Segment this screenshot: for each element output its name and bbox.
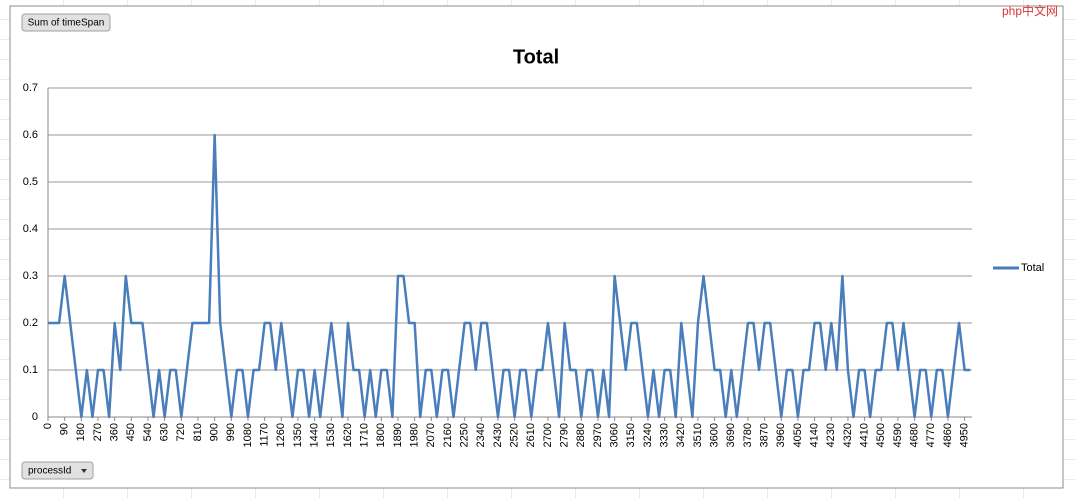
x-tick-label: 4140 xyxy=(809,423,821,447)
x-tick-label: 990 xyxy=(225,423,237,441)
x-tick-label: 90 xyxy=(59,423,71,435)
x-tick-label: 270 xyxy=(92,423,104,441)
x-tick-label: 4950 xyxy=(958,423,970,447)
field-button[interactable]: Sum of timeSpan xyxy=(21,13,111,32)
x-tick-label: 2430 xyxy=(492,423,504,447)
y-tick-label: 0.2 xyxy=(23,317,38,329)
x-tick-label: 3690 xyxy=(725,423,737,447)
x-tick-label: 1800 xyxy=(375,423,387,447)
x-tick-label: 2790 xyxy=(559,423,571,447)
y-tick-label: 0.4 xyxy=(23,223,38,235)
x-tick-label: 1350 xyxy=(292,423,304,447)
y-tick-label: 0.3 xyxy=(23,270,38,282)
x-tick-label: 2970 xyxy=(592,423,604,447)
x-tick-label: 4680 xyxy=(909,423,921,447)
x-tick-label: 2520 xyxy=(509,423,521,447)
x-tick-label: 3960 xyxy=(775,423,787,447)
y-tick-label: 0.6 xyxy=(23,129,38,141)
chart-title: Total xyxy=(513,46,559,68)
axis-button[interactable]: processId xyxy=(21,461,94,480)
field-button-label: Sum of timeSpan xyxy=(28,18,105,29)
x-tick-label: 3330 xyxy=(659,423,671,447)
x-tick-label: 2340 xyxy=(475,423,487,447)
x-tick-label: 1080 xyxy=(242,423,254,447)
x-tick-label: 4860 xyxy=(942,423,954,447)
y-tick-label: 0.1 xyxy=(23,364,38,376)
x-tick-label: 4050 xyxy=(792,423,804,447)
x-tick-label: 3150 xyxy=(625,423,637,447)
chart-area xyxy=(9,5,1064,489)
y-tick-label: 0 xyxy=(32,411,38,423)
y-tick-label: 0.5 xyxy=(23,176,38,188)
x-tick-label: 180 xyxy=(75,423,87,441)
x-tick-label: 2610 xyxy=(525,423,537,447)
legend-label: Total xyxy=(1021,262,1044,274)
x-tick-label: 1710 xyxy=(359,423,371,447)
x-tick-label: 2160 xyxy=(442,423,454,447)
x-tick-label: 1890 xyxy=(392,423,404,447)
x-tick-label: 3060 xyxy=(609,423,621,447)
x-tick-label: 3510 xyxy=(692,423,704,447)
x-tick-label: 4590 xyxy=(892,423,904,447)
series-line xyxy=(48,133,971,419)
x-tick-label: 1530 xyxy=(325,423,337,447)
x-tick-label: 4230 xyxy=(825,423,837,447)
x-tick-label: 3240 xyxy=(642,423,654,447)
x-tick-label: 720 xyxy=(175,423,187,441)
x-tick-label: 1170 xyxy=(259,423,271,447)
x-tick-label: 810 xyxy=(192,423,204,441)
x-tick-label: 3780 xyxy=(742,423,754,447)
x-tick-label: 0 xyxy=(42,423,54,429)
x-tick-label: 630 xyxy=(159,423,171,441)
x-tick-label: 3870 xyxy=(759,423,771,447)
x-tick-label: 2880 xyxy=(575,423,587,447)
x-tick-label: 1440 xyxy=(309,423,321,447)
x-tick-label: 4320 xyxy=(842,423,854,447)
x-tick-label: 360 xyxy=(109,423,121,441)
x-tick-label: 540 xyxy=(142,423,154,441)
x-tick-label: 2250 xyxy=(459,423,471,447)
x-tick-label: 3600 xyxy=(709,423,721,447)
x-tick-label: 4770 xyxy=(925,423,937,447)
x-tick-label: 3420 xyxy=(675,423,687,447)
y-tick-label: 0.7 xyxy=(23,82,38,94)
x-tick-label: 450 xyxy=(125,423,137,441)
x-tick-label: 1620 xyxy=(342,423,354,447)
x-tick-label: 4410 xyxy=(859,423,871,447)
x-tick-label: 2070 xyxy=(425,423,437,447)
x-tick-label: 1980 xyxy=(409,423,421,447)
x-tick-label: 2700 xyxy=(542,423,554,447)
x-tick-label: 900 xyxy=(209,423,221,441)
axis-button-label: processId xyxy=(28,466,71,477)
x-tick-label: 1260 xyxy=(275,423,287,447)
x-tick-label: 4500 xyxy=(875,423,887,447)
watermark: php中文网 xyxy=(1002,3,1058,18)
